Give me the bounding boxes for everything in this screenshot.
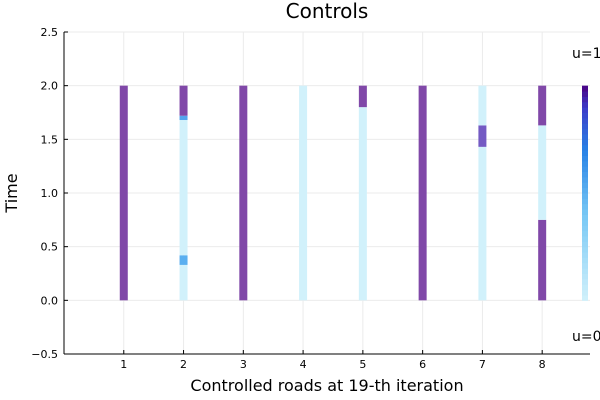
- colorbar-segment: [582, 246, 588, 253]
- colorbar-segment: [582, 230, 588, 237]
- colorbar-segment: [582, 268, 588, 274]
- x-axis-label: Controlled roads at 19-th iteration: [190, 376, 463, 395]
- colorbar-segment: [582, 219, 588, 226]
- road-bar-segment: [538, 125, 547, 220]
- y-tick-label: 1.5: [41, 133, 59, 146]
- y-tick-label: 0.5: [41, 241, 59, 254]
- colorbar-segment: [582, 294, 588, 301]
- road-bar-segment: [179, 255, 188, 265]
- colorbar-segment: [582, 85, 588, 92]
- y-ticks: −0.5 0.0 0.5 1.0 1.5 2.0 2.5: [31, 26, 68, 361]
- colorbar-segment: [582, 171, 588, 178]
- colorbar-segment: [582, 257, 588, 264]
- y-tick-label: 0.0: [41, 294, 59, 307]
- chart-title: Controls: [286, 0, 369, 23]
- colorbar-segment: [582, 176, 588, 183]
- colorbar-segment: [582, 96, 588, 103]
- colorbar-segment: [582, 187, 588, 194]
- x-tick-label: 2: [180, 358, 187, 371]
- colorbar-segment: [582, 107, 588, 113]
- colorbar-segment: [582, 273, 588, 280]
- road-bar-segment: [418, 85, 427, 301]
- x-tick-label: 4: [300, 358, 307, 371]
- road-bar-segment: [538, 85, 547, 126]
- colorbar-min-label: u=0: [572, 329, 600, 345]
- x-tick-label: 3: [240, 358, 247, 371]
- x-tick-label: 8: [539, 358, 546, 371]
- x-tick-label: 6: [419, 358, 426, 371]
- y-tick-label: 1.0: [41, 187, 59, 200]
- colorbar-segment: [582, 241, 588, 248]
- colorbar-segment: [582, 117, 588, 124]
- colorbar-segment: [582, 182, 588, 189]
- colorbar-segment: [582, 252, 588, 258]
- road-bar-segment: [239, 85, 248, 301]
- y-tick-label: 2.0: [41, 80, 59, 93]
- x-tick-label: 7: [479, 358, 486, 371]
- colorbar-segment: [582, 278, 588, 285]
- colorbar-segment: [582, 209, 588, 215]
- colorbar-segment: [582, 144, 588, 151]
- road-bar-segment: [299, 85, 308, 301]
- colorbar-max-label: u=1: [572, 46, 600, 62]
- colorbar-segment: [582, 139, 588, 146]
- colorbar-segment: [582, 225, 588, 232]
- road-bar-segment: [358, 107, 367, 301]
- road-bar-segment: [538, 219, 547, 301]
- road-bar-segment: [179, 115, 188, 121]
- y-tick-label: −0.5: [31, 348, 58, 361]
- colorbar-segment: [582, 198, 588, 205]
- colorbar-segment: [582, 123, 588, 130]
- colorbar-segment: [582, 112, 588, 119]
- road-bar-segment: [478, 125, 487, 147]
- road-bar-segment: [179, 120, 188, 256]
- road-bar-segment: [179, 85, 188, 116]
- colorbar-segment: [582, 193, 588, 199]
- y-axis-label: Time: [2, 173, 21, 213]
- colorbar-segment: [582, 160, 588, 167]
- colorbar-segment: [582, 128, 588, 135]
- colorbar-segment: [582, 289, 588, 296]
- road-bar-segment: [478, 146, 487, 301]
- colorbar-segment: [582, 262, 588, 269]
- x-tick-label: 1: [120, 358, 127, 371]
- x-tick-label: 5: [359, 358, 366, 371]
- colorbar-segment: [582, 101, 588, 108]
- colorbar-segment: [582, 166, 588, 173]
- road-bars: [119, 85, 547, 301]
- colorbar-segment: [582, 284, 588, 291]
- road-bar-segment: [119, 85, 128, 301]
- x-ticks: 1 2 3 4 5 6 7 8: [120, 350, 546, 371]
- colorbar-segment: [582, 91, 588, 97]
- colorbar-segment: [582, 203, 588, 210]
- colorbar-segment: [582, 133, 588, 140]
- road-bar-segment: [179, 264, 188, 301]
- colorbar-segment: [582, 214, 588, 221]
- road-bar-segment: [358, 85, 367, 108]
- road-bar-segment: [478, 85, 487, 126]
- y-tick-label: 2.5: [41, 26, 59, 39]
- colorbar-segment: [582, 150, 588, 156]
- grid-lines: [64, 31, 590, 355]
- colorbar-segment: [582, 155, 588, 162]
- colorbar: [582, 85, 588, 301]
- colorbar-segment: [582, 235, 588, 242]
